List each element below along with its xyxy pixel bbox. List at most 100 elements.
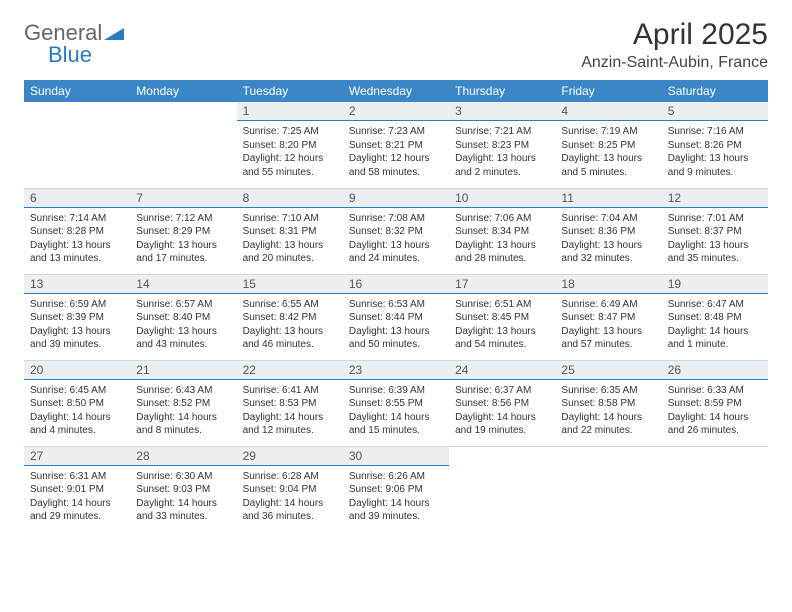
day-number: 28 [130,447,236,466]
title-block: April 2025 Anzin-Saint-Aubin, France [581,18,768,72]
daylight-text: Daylight: 14 hours and 15 minutes. [349,411,443,438]
day-details: Sunrise: 6:53 AMSunset: 8:44 PMDaylight:… [343,294,449,358]
sunrise-text: Sunrise: 7:10 AM [243,212,337,226]
day-header: Sunday [24,80,130,102]
sunset-text: Sunset: 8:48 PM [668,311,762,325]
daylight-text: Daylight: 13 hours and 43 minutes. [136,325,230,352]
day-details: Sunrise: 6:51 AMSunset: 8:45 PMDaylight:… [449,294,555,358]
day-number: 8 [237,189,343,208]
day-number: 3 [449,102,555,121]
sunset-text: Sunset: 8:37 PM [668,225,762,239]
day-number: 18 [555,275,661,294]
calendar-day-cell: 17Sunrise: 6:51 AMSunset: 8:45 PMDayligh… [449,274,555,360]
calendar-day-cell: 3Sunrise: 7:21 AMSunset: 8:23 PMDaylight… [449,102,555,188]
daylight-text: Daylight: 13 hours and 5 minutes. [561,152,655,179]
calendar-day-cell: 20Sunrise: 6:45 AMSunset: 8:50 PMDayligh… [24,360,130,446]
day-details: Sunrise: 6:26 AMSunset: 9:06 PMDaylight:… [343,466,449,530]
day-header: Tuesday [237,80,343,102]
daylight-text: Daylight: 14 hours and 22 minutes. [561,411,655,438]
day-number: 10 [449,189,555,208]
day-header: Friday [555,80,661,102]
daylight-text: Daylight: 12 hours and 58 minutes. [349,152,443,179]
day-number: 20 [24,361,130,380]
day-details: Sunrise: 6:47 AMSunset: 8:48 PMDaylight:… [662,294,768,358]
daylight-text: Daylight: 14 hours and 8 minutes. [136,411,230,438]
daylight-text: Daylight: 14 hours and 12 minutes. [243,411,337,438]
calendar-day-cell: 8Sunrise: 7:10 AMSunset: 8:31 PMDaylight… [237,188,343,274]
daylight-text: Daylight: 14 hours and 33 minutes. [136,497,230,524]
day-details: Sunrise: 6:35 AMSunset: 8:58 PMDaylight:… [555,380,661,444]
daylight-text: Daylight: 13 hours and 35 minutes. [668,239,762,266]
sunrise-text: Sunrise: 6:43 AM [136,384,230,398]
sunset-text: Sunset: 8:42 PM [243,311,337,325]
calendar-week-row: 1Sunrise: 7:25 AMSunset: 8:20 PMDaylight… [24,102,768,188]
day-number: 14 [130,275,236,294]
daylight-text: Daylight: 13 hours and 46 minutes. [243,325,337,352]
sunrise-text: Sunrise: 6:35 AM [561,384,655,398]
sunset-text: Sunset: 8:28 PM [30,225,124,239]
sunrise-text: Sunrise: 7:12 AM [136,212,230,226]
daylight-text: Daylight: 13 hours and 50 minutes. [349,325,443,352]
sunset-text: Sunset: 8:45 PM [455,311,549,325]
calendar-day-cell [662,446,768,532]
sunrise-text: Sunrise: 6:53 AM [349,298,443,312]
sunset-text: Sunset: 8:50 PM [30,397,124,411]
daylight-text: Daylight: 14 hours and 26 minutes. [668,411,762,438]
calendar-day-cell: 10Sunrise: 7:06 AMSunset: 8:34 PMDayligh… [449,188,555,274]
calendar-day-cell: 23Sunrise: 6:39 AMSunset: 8:55 PMDayligh… [343,360,449,446]
day-details: Sunrise: 7:12 AMSunset: 8:29 PMDaylight:… [130,208,236,272]
calendar-day-cell: 22Sunrise: 6:41 AMSunset: 8:53 PMDayligh… [237,360,343,446]
day-number: 5 [662,102,768,121]
day-number: 15 [237,275,343,294]
daylight-text: Daylight: 13 hours and 28 minutes. [455,239,549,266]
day-number: 4 [555,102,661,121]
calendar-table: Sunday Monday Tuesday Wednesday Thursday… [24,80,768,532]
calendar-day-cell: 25Sunrise: 6:35 AMSunset: 8:58 PMDayligh… [555,360,661,446]
calendar-day-cell: 30Sunrise: 6:26 AMSunset: 9:06 PMDayligh… [343,446,449,532]
sunrise-text: Sunrise: 7:19 AM [561,125,655,139]
day-number: 6 [24,189,130,208]
day-number: 11 [555,189,661,208]
sunrise-text: Sunrise: 6:49 AM [561,298,655,312]
calendar-page: GeneralBlue April 2025 Anzin-Saint-Aubin… [0,0,792,550]
sunrise-text: Sunrise: 6:59 AM [30,298,124,312]
sunrise-text: Sunrise: 6:33 AM [668,384,762,398]
day-details: Sunrise: 6:28 AMSunset: 9:04 PMDaylight:… [237,466,343,530]
calendar-day-cell: 12Sunrise: 7:01 AMSunset: 8:37 PMDayligh… [662,188,768,274]
calendar-day-cell: 24Sunrise: 6:37 AMSunset: 8:56 PMDayligh… [449,360,555,446]
daylight-text: Daylight: 13 hours and 39 minutes. [30,325,124,352]
day-details: Sunrise: 7:06 AMSunset: 8:34 PMDaylight:… [449,208,555,272]
day-number: 27 [24,447,130,466]
calendar-day-cell: 6Sunrise: 7:14 AMSunset: 8:28 PMDaylight… [24,188,130,274]
brand-logo: GeneralBlue [24,22,124,66]
day-number: 7 [130,189,236,208]
calendar-day-cell: 26Sunrise: 6:33 AMSunset: 8:59 PMDayligh… [662,360,768,446]
day-details: Sunrise: 7:10 AMSunset: 8:31 PMDaylight:… [237,208,343,272]
day-details: Sunrise: 7:23 AMSunset: 8:21 PMDaylight:… [343,121,449,185]
sunrise-text: Sunrise: 6:51 AM [455,298,549,312]
day-details: Sunrise: 6:33 AMSunset: 8:59 PMDaylight:… [662,380,768,444]
day-details: Sunrise: 7:14 AMSunset: 8:28 PMDaylight:… [24,208,130,272]
day-header: Wednesday [343,80,449,102]
calendar-day-cell: 29Sunrise: 6:28 AMSunset: 9:04 PMDayligh… [237,446,343,532]
sunset-text: Sunset: 8:20 PM [243,139,337,153]
sunrise-text: Sunrise: 7:21 AM [455,125,549,139]
sunset-text: Sunset: 8:26 PM [668,139,762,153]
calendar-day-cell: 7Sunrise: 7:12 AMSunset: 8:29 PMDaylight… [130,188,236,274]
page-header: GeneralBlue April 2025 Anzin-Saint-Aubin… [24,18,768,72]
day-number: 12 [662,189,768,208]
daylight-text: Daylight: 13 hours and 9 minutes. [668,152,762,179]
sunrise-text: Sunrise: 6:31 AM [30,470,124,484]
calendar-day-cell: 4Sunrise: 7:19 AMSunset: 8:25 PMDaylight… [555,102,661,188]
calendar-day-cell: 18Sunrise: 6:49 AMSunset: 8:47 PMDayligh… [555,274,661,360]
daylight-text: Daylight: 13 hours and 20 minutes. [243,239,337,266]
sunset-text: Sunset: 8:40 PM [136,311,230,325]
sunrise-text: Sunrise: 6:45 AM [30,384,124,398]
sunset-text: Sunset: 8:36 PM [561,225,655,239]
sunrise-text: Sunrise: 6:57 AM [136,298,230,312]
calendar-day-cell: 21Sunrise: 6:43 AMSunset: 8:52 PMDayligh… [130,360,236,446]
sunset-text: Sunset: 8:39 PM [30,311,124,325]
day-number: 21 [130,361,236,380]
sunset-text: Sunset: 9:04 PM [243,483,337,497]
day-number: 1 [237,102,343,121]
